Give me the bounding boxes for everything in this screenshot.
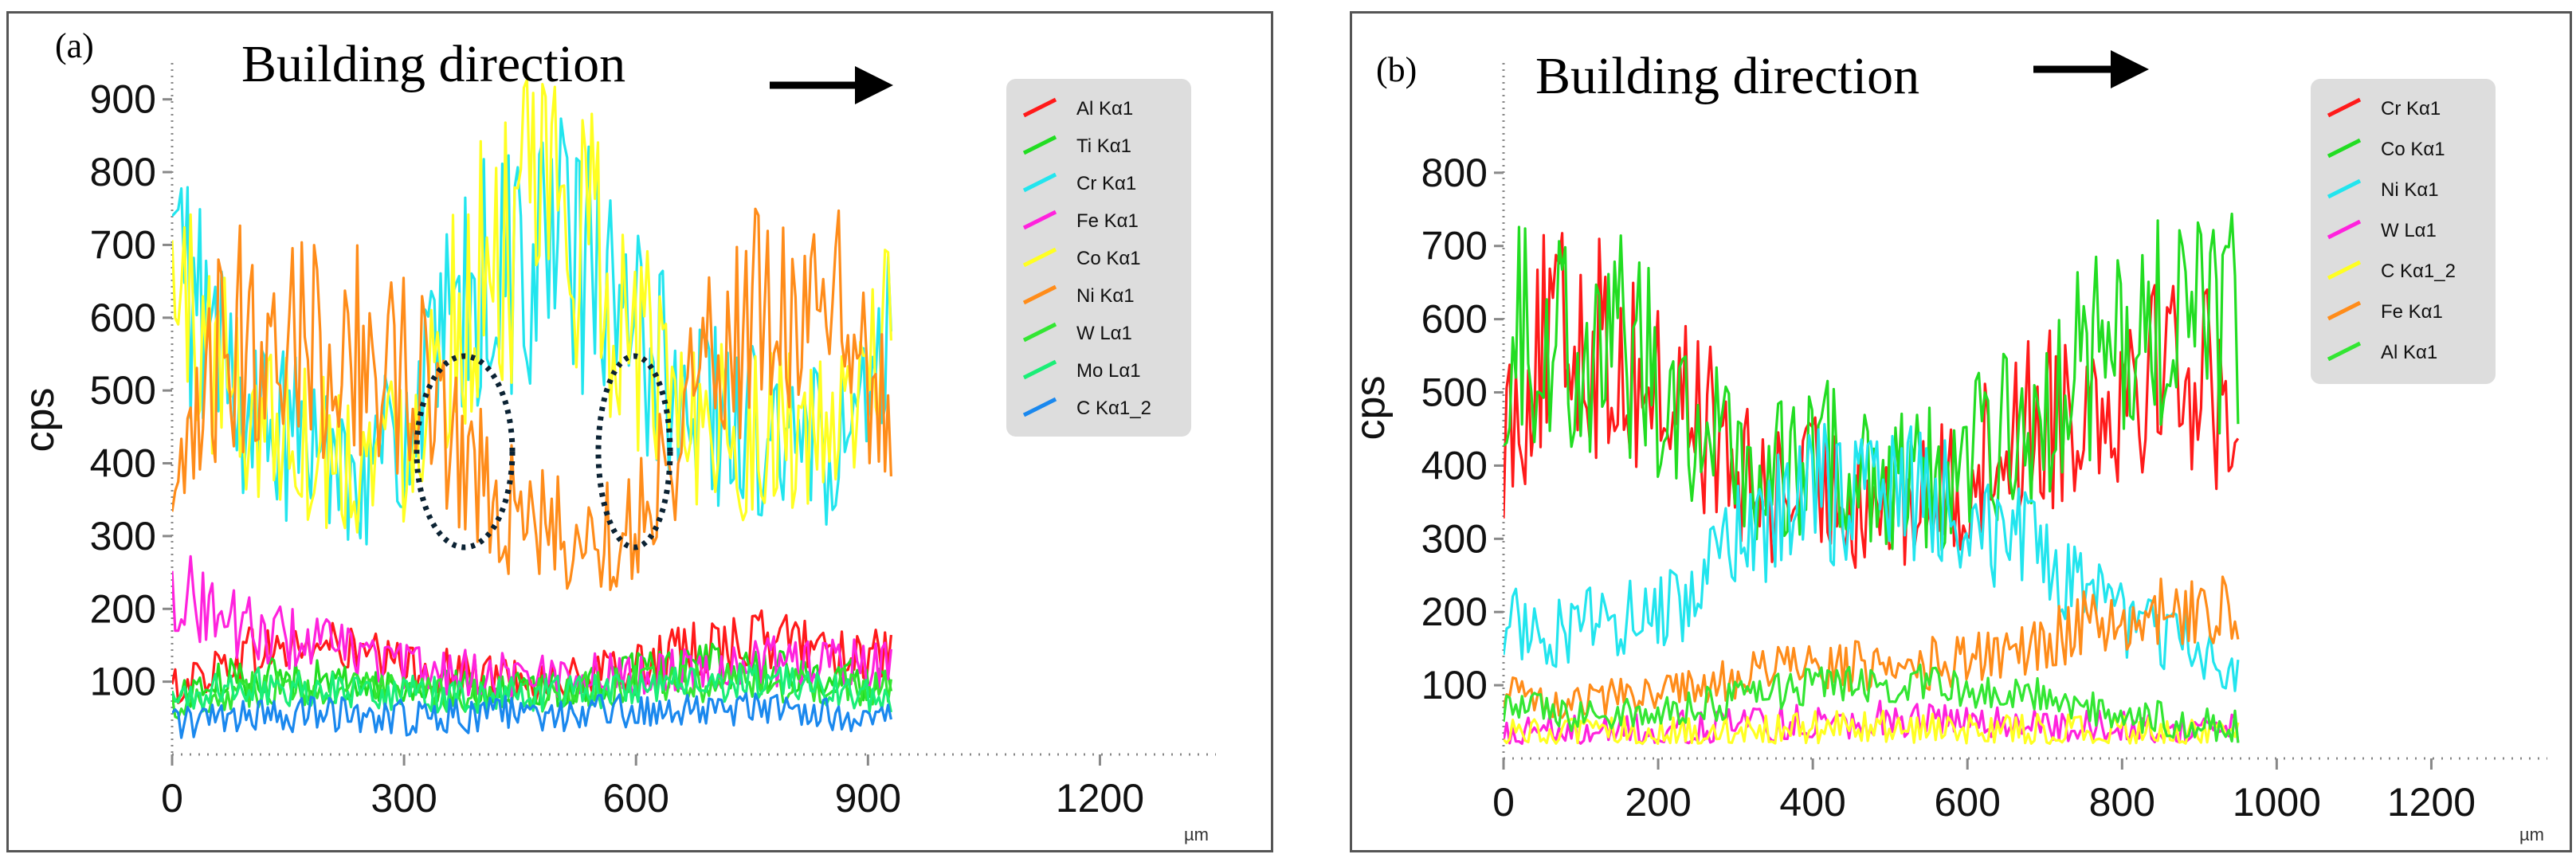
y-tick-label: 700: [1421, 224, 1488, 268]
legend-swatch: [1022, 397, 1057, 417]
arrow-icon: [2111, 50, 2149, 88]
y-axis-title: cps: [17, 388, 63, 453]
x-tick-label: 600: [1935, 780, 2001, 825]
series-line: [1504, 575, 2240, 719]
y-tick-label: 900: [90, 77, 156, 122]
legend-label: Co Kα1: [1076, 248, 1141, 269]
building-direction-label: Building direction: [1535, 47, 1919, 105]
legend-swatch: [2327, 341, 2362, 362]
chart-b-svg: 0 200 400 600 800 1000 1200 100 200 300 400 500 600 7…: [1352, 47, 2547, 844]
series-line: [1504, 663, 2240, 743]
legend-swatch: [2327, 97, 2362, 118]
legend-swatch: [2327, 178, 2362, 199]
legend-label: Ni Kα1: [1076, 285, 1135, 307]
building-direction-label: Building direction: [241, 35, 625, 93]
highlight-ellipse: [595, 353, 673, 551]
legend-swatch: [2327, 138, 2362, 159]
x-tick-label: 400: [1779, 780, 1845, 825]
x-unit-label: µm: [2519, 825, 2544, 844]
chart-panel-b: 0 200 400 600 800 1000 1200 100 200 300 400 500 600 7…: [1350, 11, 2572, 852]
series-line: [172, 207, 892, 591]
legend-label: Mo Lα1: [1076, 360, 1141, 382]
chart-panel-a: 0 300 600 900 1200 100 200 300 400 500 600 700 800 90…: [6, 11, 1273, 852]
series-line: [172, 692, 892, 739]
legend-label: Al Kα1: [2381, 342, 2437, 363]
x-tick-label: 800: [2089, 780, 2155, 825]
panel-label: (a): [55, 26, 94, 65]
legend-label: Cr Kα1: [1076, 173, 1136, 194]
x-tick-label: 200: [1625, 780, 1691, 825]
legend-label: C Kα1_2: [1076, 398, 1151, 419]
x-tick-label: 1000: [2233, 780, 2321, 825]
y-tick-label: 300: [1421, 516, 1488, 561]
chart-a-svg: 0 300 600 900 1200 100 200 300 400 500 600 700 800 90…: [17, 26, 1216, 844]
y-tick-label: 700: [90, 222, 156, 267]
y-tick-label: 400: [1421, 443, 1488, 488]
legend-label: Al Kα1: [1076, 98, 1133, 120]
legend-swatch: [1022, 135, 1057, 155]
legend-swatch: [1022, 210, 1057, 230]
y-axis-title: cps: [1352, 376, 1394, 441]
series-line: [1504, 422, 2240, 692]
x-tick-label: 1200: [2387, 780, 2476, 825]
y-tick-label: 800: [1421, 151, 1488, 195]
y-tick-label: 800: [90, 150, 156, 194]
panel-label: (b): [1376, 50, 1417, 89]
y-tick-label: 200: [90, 586, 156, 631]
y-tick-label: 400: [90, 441, 156, 486]
legend-swatch: [1022, 97, 1057, 118]
x-tick-label: 900: [835, 776, 901, 821]
legend-swatch: [1022, 172, 1057, 193]
y-tick-label: 600: [90, 296, 156, 340]
y-tick-label: 500: [1421, 370, 1488, 415]
legend-swatch: [2327, 219, 2362, 240]
series-line: [172, 554, 892, 698]
legend-label: Ni Kα1: [2381, 179, 2439, 201]
arrow-icon: [855, 66, 893, 104]
x-tick-label: 300: [371, 776, 437, 821]
legend-label: W Lα1: [1076, 323, 1132, 344]
legend-label: C Kα1_2: [2381, 261, 2456, 282]
series-line: [1504, 212, 2240, 552]
y-tick-label: 600: [1421, 297, 1488, 342]
legend-label: Ti Kα1: [1076, 135, 1131, 157]
legend-label: W Lα1: [2381, 220, 2437, 241]
legend-swatch: [1022, 322, 1057, 343]
y-tick-label: 200: [1421, 590, 1488, 634]
legend-swatch: [2327, 260, 2362, 280]
series-line: [172, 664, 892, 714]
y-tick-label: 100: [90, 660, 156, 704]
y-tick-label: 500: [90, 368, 156, 413]
x-tick-label: 0: [161, 776, 183, 821]
legend-label: Fe Kα1: [2381, 301, 2443, 323]
x-tick-label: 600: [603, 776, 669, 821]
legend-box: [2311, 79, 2496, 384]
highlight-ellipse: [414, 353, 516, 551]
y-tick-label: 300: [90, 514, 156, 558]
legend-swatch: [1022, 359, 1057, 380]
legend-box: [1006, 79, 1191, 437]
legend-label: Fe Kα1: [1076, 210, 1139, 232]
legend-swatch: [2327, 300, 2362, 321]
x-tick-label: 1200: [1056, 776, 1144, 821]
x-unit-label: µm: [1184, 825, 1209, 844]
x-tick-label: 0: [1492, 780, 1515, 825]
legend-swatch: [1022, 284, 1057, 305]
y-tick-label: 100: [1421, 663, 1488, 707]
legend-label: Co Kα1: [2381, 139, 2445, 160]
legend-swatch: [1022, 247, 1057, 268]
legend-label: Cr Kα1: [2381, 98, 2441, 120]
